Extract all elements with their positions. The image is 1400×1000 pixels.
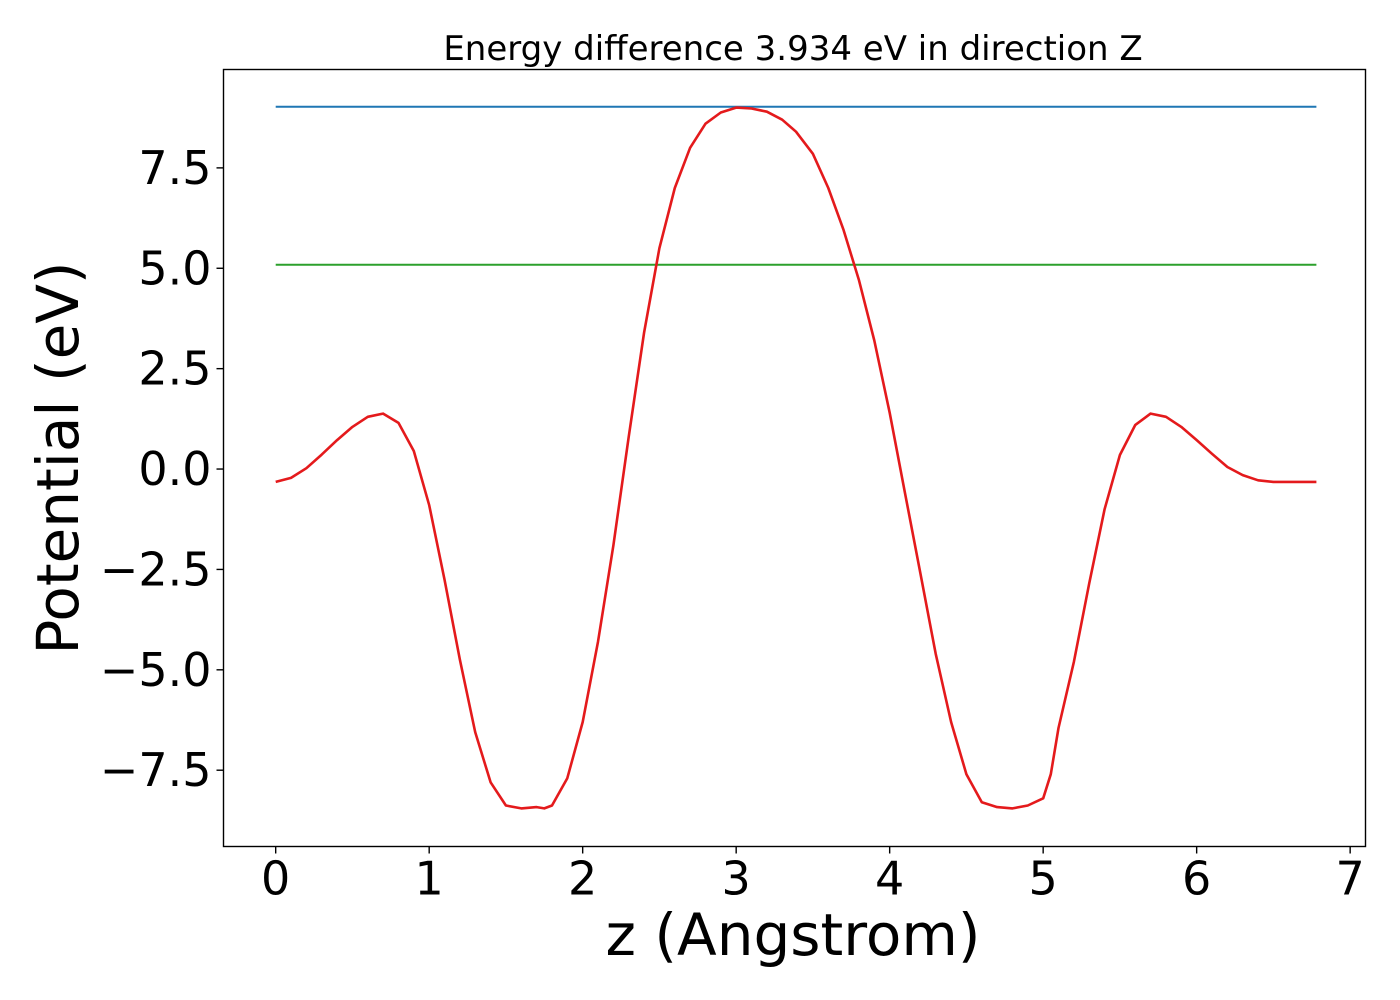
x-axis-label: z (Angstrom) xyxy=(606,901,981,969)
x-tick-label: 0 xyxy=(261,852,290,906)
y-axis-ticks: 7.5 5.0 2.5 0.0 −2.5 −5.0 −7.5 xyxy=(100,141,224,797)
y-tick-label: 7.5 xyxy=(138,141,211,195)
y-tick-label: −7.5 xyxy=(100,743,212,797)
y-tick-label: 0.0 xyxy=(138,442,211,496)
x-tick-label: 1 xyxy=(415,852,444,906)
y-axis-label: Potential (eV) xyxy=(24,261,92,654)
x-tick-label: 3 xyxy=(722,852,751,906)
x-tick-label: 5 xyxy=(1029,852,1058,906)
series-lines xyxy=(275,105,1317,810)
x-tick-label: 4 xyxy=(875,852,904,906)
y-tick-label: −2.5 xyxy=(100,542,212,596)
y-tick-label: −5.0 xyxy=(100,643,212,697)
y-tick-label: 5.0 xyxy=(138,241,211,295)
x-tick-label: 2 xyxy=(568,852,597,906)
chart-title: Energy difference 3.934 eV in direction … xyxy=(443,29,1142,69)
y-tick-label: 2.5 xyxy=(138,342,211,396)
x-tick-label: 6 xyxy=(1182,852,1211,906)
x-axis-ticks: 0 1 2 3 4 5 6 7 xyxy=(261,846,1365,906)
plot-frame xyxy=(222,68,1367,848)
series-line-2 xyxy=(275,106,1317,810)
x-tick-label: 7 xyxy=(1336,852,1365,906)
